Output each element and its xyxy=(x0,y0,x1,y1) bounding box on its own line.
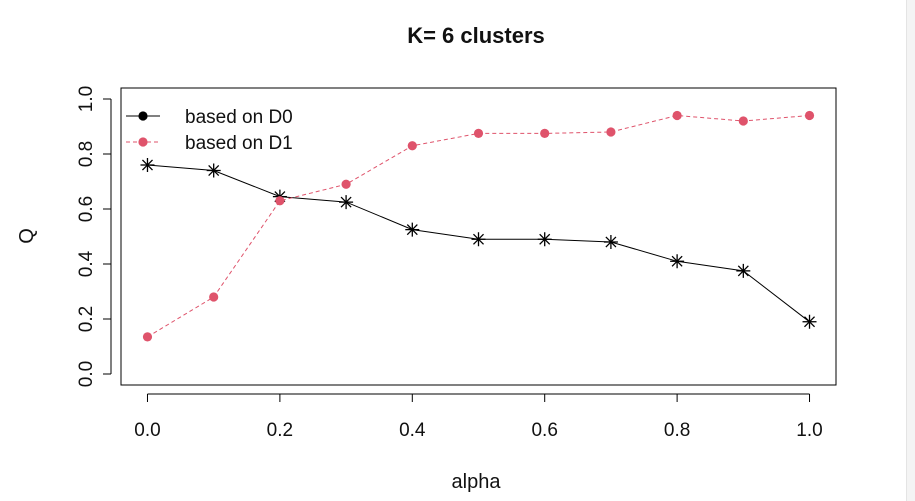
data-point xyxy=(209,292,219,302)
y-axis-label: Q xyxy=(16,228,38,244)
legend: based on D0 based on D1 xyxy=(126,107,293,154)
data-point xyxy=(738,116,748,126)
data-point xyxy=(407,141,417,151)
legend-marker xyxy=(138,111,148,121)
data-point xyxy=(537,232,552,247)
x-tick-label: 0.2 xyxy=(267,420,293,441)
data-point xyxy=(341,179,351,189)
data-point xyxy=(606,127,616,137)
y-tick-label: 0.2 xyxy=(76,306,97,332)
x-axis: 0.0 0.2 0.4 0.6 0.8 1.0 xyxy=(134,393,823,441)
series-layer xyxy=(140,110,817,342)
data-point xyxy=(473,128,484,138)
legend-item: based on D0 xyxy=(126,107,293,128)
window-edge xyxy=(906,0,915,501)
x-tick-label: 1.0 xyxy=(796,420,822,441)
data-point xyxy=(540,128,550,138)
x-axis-label: alpha xyxy=(452,471,502,493)
series-1 xyxy=(140,158,817,329)
legend-marker xyxy=(138,137,148,147)
x-tick-label: 0.6 xyxy=(531,420,557,441)
data-point xyxy=(206,163,221,178)
y-tick-label: 0.6 xyxy=(76,196,97,222)
data-point xyxy=(275,196,285,206)
chart-title: K= 6 clusters xyxy=(407,23,545,48)
data-point xyxy=(670,254,685,269)
y-axis: 0.0 0.2 0.4 0.6 0.8 1.0 xyxy=(76,86,112,387)
data-point xyxy=(603,235,618,249)
data-point xyxy=(802,314,817,329)
legend-item: based on D1 xyxy=(126,133,293,154)
legend-label: based on D1 xyxy=(185,133,293,154)
data-point xyxy=(471,232,486,247)
y-tick-label: 0.8 xyxy=(76,141,97,167)
series-2 xyxy=(142,110,815,342)
legend-label: based on D0 xyxy=(185,107,293,128)
plot-frame xyxy=(120,87,837,386)
data-point xyxy=(142,332,153,342)
y-tick-label: 0.4 xyxy=(76,250,97,277)
data-point xyxy=(736,263,751,278)
data-point xyxy=(140,158,155,172)
y-tick-label: 1.0 xyxy=(76,86,97,112)
x-tick-label: 0.0 xyxy=(134,420,160,441)
data-point xyxy=(672,110,682,121)
x-tick-label: 0.4 xyxy=(399,420,426,441)
data-point xyxy=(405,222,420,237)
data-point xyxy=(804,110,815,121)
x-tick-label: 0.8 xyxy=(664,420,690,441)
y-tick-label: 0.0 xyxy=(76,361,97,387)
data-point xyxy=(339,195,354,210)
